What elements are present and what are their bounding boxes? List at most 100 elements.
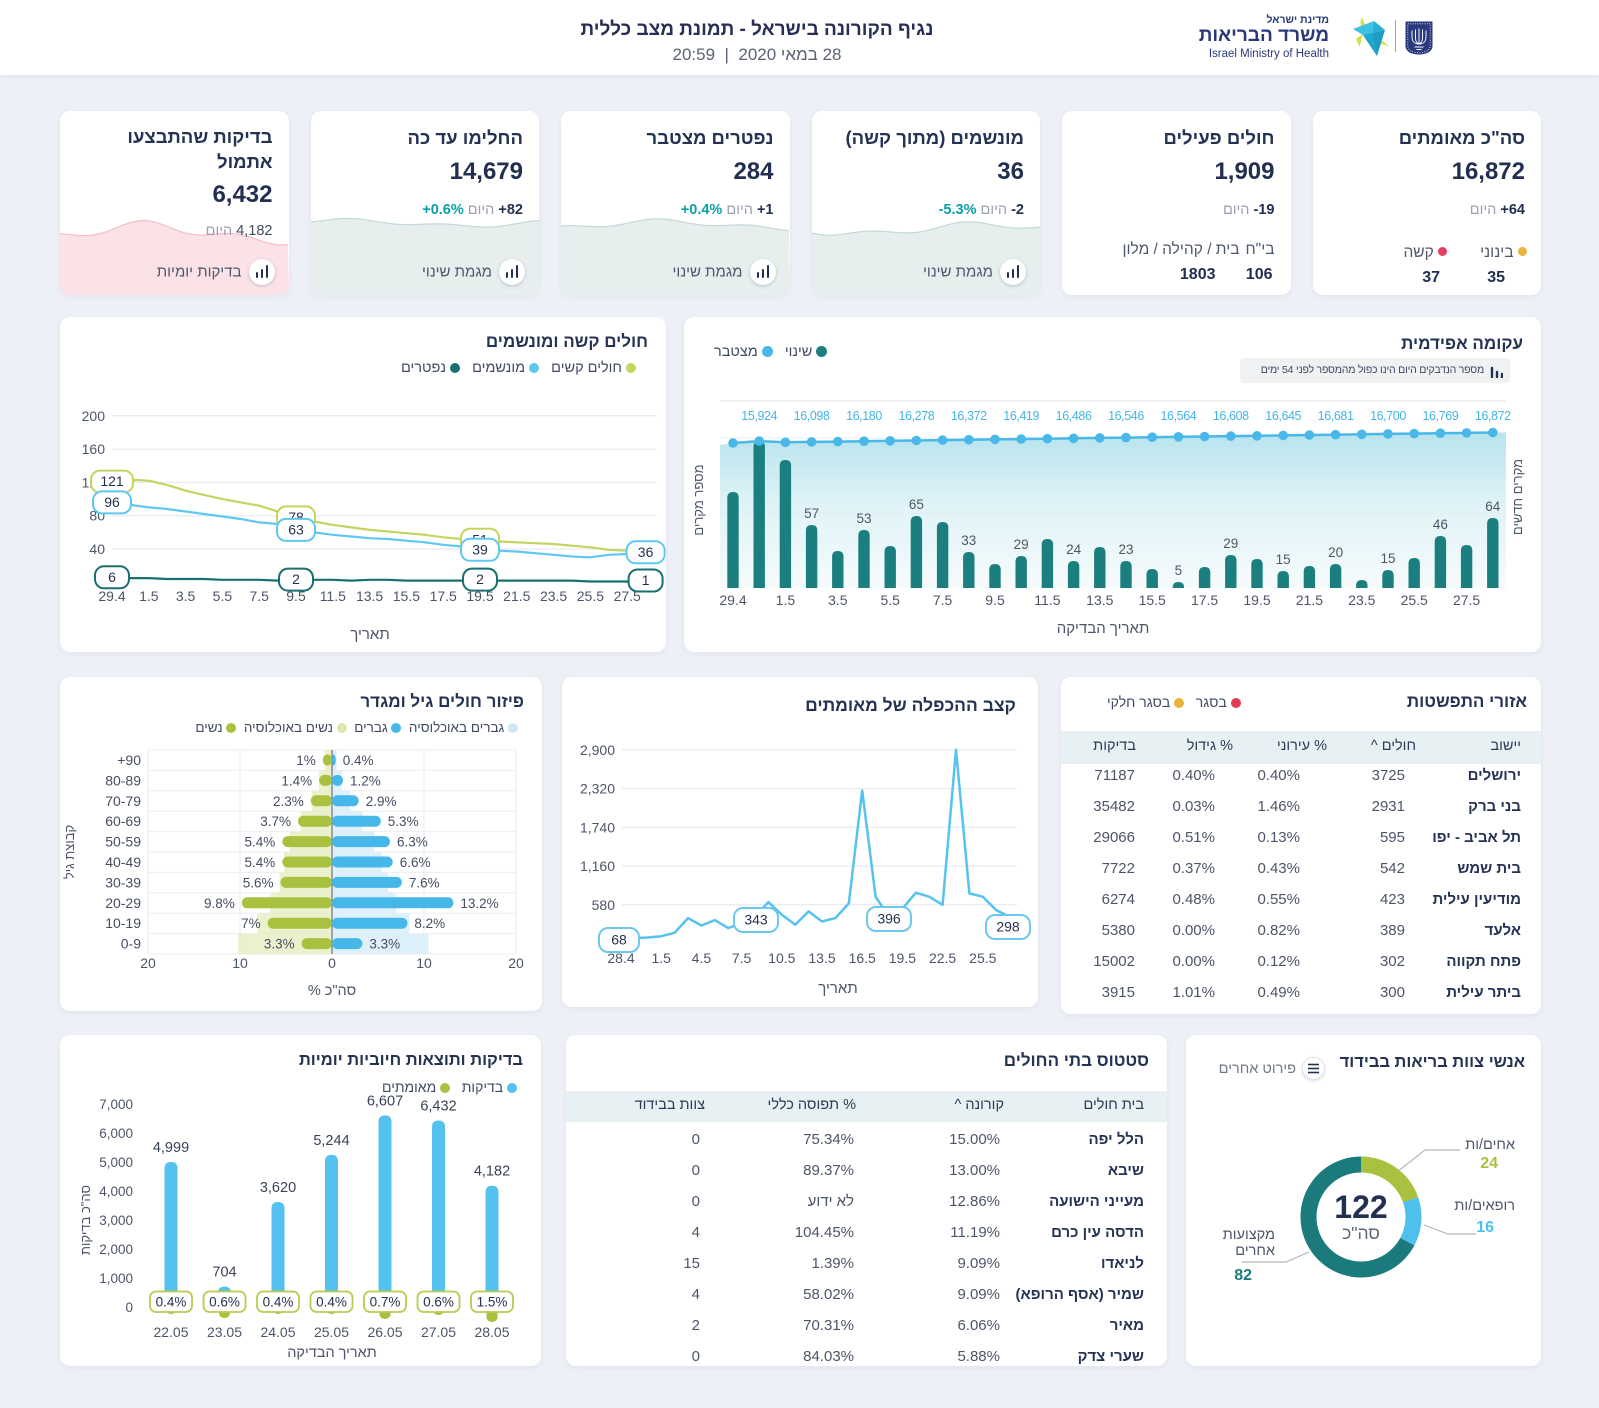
- svg-text:3.3%: 3.3%: [369, 937, 400, 952]
- svg-text:7.6%: 7.6%: [409, 875, 440, 890]
- svg-text:0: 0: [328, 955, 336, 971]
- svg-text:20-29: 20-29: [105, 895, 141, 911]
- svg-text:65: 65: [909, 497, 924, 512]
- svg-text:29: 29: [1223, 536, 1238, 551]
- svg-text:29: 29: [1014, 537, 1029, 552]
- svg-text:1.2%: 1.2%: [350, 773, 381, 788]
- svg-text:10.5: 10.5: [768, 950, 795, 966]
- svg-text:27.5: 27.5: [1453, 592, 1480, 608]
- svg-text:2: 2: [476, 571, 484, 587]
- svg-text:19.5: 19.5: [1243, 592, 1270, 608]
- svg-text:122: 122: [1334, 1189, 1387, 1225]
- svg-text:0.4%: 0.4%: [316, 1295, 347, 1310]
- svg-text:22.05: 22.05: [153, 1324, 188, 1340]
- svg-text:4.5: 4.5: [692, 950, 712, 966]
- svg-text:תאריך הבדיקה: תאריך הבדיקה: [1057, 620, 1150, 637]
- svg-text:16,486: 16,486: [1056, 409, 1092, 423]
- svg-text:15.5: 15.5: [393, 588, 420, 604]
- svg-text:1,160: 1,160: [580, 858, 615, 874]
- svg-text:6,000: 6,000: [99, 1126, 133, 1141]
- svg-text:5,000: 5,000: [99, 1155, 133, 1170]
- svg-text:64: 64: [1485, 499, 1501, 514]
- svg-text:10: 10: [232, 955, 248, 971]
- svg-text:13.2%: 13.2%: [460, 896, 498, 911]
- svg-text:0.7%: 0.7%: [370, 1295, 401, 1310]
- svg-text:28.4: 28.4: [607, 950, 634, 966]
- svg-text:0.4%: 0.4%: [263, 1295, 294, 1310]
- svg-text:25.05: 25.05: [314, 1324, 349, 1340]
- svg-text:30-39: 30-39: [105, 874, 141, 890]
- svg-text:9.5: 9.5: [985, 592, 1005, 608]
- svg-text:96: 96: [104, 494, 120, 510]
- svg-text:13.5: 13.5: [1086, 592, 1113, 608]
- svg-text:2,900: 2,900: [580, 742, 615, 758]
- svg-text:16,872: 16,872: [1475, 409, 1511, 423]
- svg-text:7%: 7%: [241, 916, 261, 931]
- svg-text:3,620: 3,620: [260, 1180, 296, 1196]
- svg-text:סה"כ: סה"כ: [1342, 1223, 1380, 1243]
- svg-text:3,000: 3,000: [99, 1213, 133, 1228]
- svg-text:5.4%: 5.4%: [245, 855, 276, 870]
- svg-text:6.3%: 6.3%: [397, 835, 428, 850]
- svg-text:0: 0: [125, 1300, 133, 1315]
- svg-text:16,180: 16,180: [846, 409, 882, 423]
- svg-text:22.5: 22.5: [929, 950, 956, 966]
- svg-text:0.4%: 0.4%: [156, 1295, 187, 1310]
- svg-text:מקרים חדשים: מקרים חדשים: [1510, 459, 1525, 535]
- svg-text:5,244: 5,244: [313, 1133, 349, 1149]
- svg-text:2,000: 2,000: [99, 1242, 133, 1257]
- svg-text:1.5: 1.5: [139, 588, 159, 604]
- svg-text:29.4: 29.4: [719, 592, 746, 608]
- svg-text:57: 57: [804, 506, 819, 521]
- svg-text:21.5: 21.5: [503, 588, 530, 604]
- svg-text:5.5: 5.5: [213, 588, 233, 604]
- svg-text:1.5: 1.5: [651, 950, 671, 966]
- svg-text:3.7%: 3.7%: [260, 814, 291, 829]
- svg-text:0.4%: 0.4%: [343, 753, 374, 768]
- svg-text:16,372: 16,372: [951, 409, 987, 423]
- svg-text:16,681: 16,681: [1318, 409, 1354, 423]
- svg-text:16,700: 16,700: [1370, 409, 1406, 423]
- svg-text:1,740: 1,740: [580, 819, 615, 835]
- svg-text:23.05: 23.05: [207, 1324, 242, 1340]
- svg-text:2: 2: [292, 571, 300, 587]
- svg-text:121: 121: [100, 473, 124, 489]
- svg-text:27.5: 27.5: [614, 588, 641, 604]
- svg-text:16,098: 16,098: [794, 409, 830, 423]
- svg-text:4,000: 4,000: [99, 1184, 133, 1199]
- svg-text:70-79: 70-79: [105, 793, 141, 809]
- svg-text:298: 298: [996, 919, 1020, 935]
- svg-text:1.5: 1.5: [776, 592, 796, 608]
- svg-text:16,645: 16,645: [1265, 409, 1301, 423]
- svg-text:7.5: 7.5: [933, 592, 953, 608]
- svg-text:160: 160: [82, 441, 106, 457]
- svg-text:24: 24: [1066, 542, 1082, 557]
- svg-text:16,546: 16,546: [1108, 409, 1144, 423]
- svg-text:200: 200: [82, 408, 106, 424]
- svg-text:5.5: 5.5: [880, 592, 900, 608]
- svg-text:4,999: 4,999: [153, 1140, 189, 1156]
- svg-text:מספר מקרים: מספר מקרים: [691, 464, 706, 535]
- svg-text:16,278: 16,278: [898, 409, 934, 423]
- svg-text:תאריך הבדיקה: תאריך הבדיקה: [287, 1345, 377, 1361]
- svg-text:19.5: 19.5: [466, 588, 493, 604]
- svg-text:23.5: 23.5: [540, 588, 567, 604]
- svg-text:80-89: 80-89: [105, 772, 141, 788]
- svg-text:1: 1: [642, 572, 650, 588]
- svg-text:2.9%: 2.9%: [366, 794, 397, 809]
- svg-text:16,608: 16,608: [1213, 409, 1249, 423]
- svg-text:7.5: 7.5: [249, 588, 269, 604]
- svg-text:8.2%: 8.2%: [414, 916, 445, 931]
- svg-text:0-9: 0-9: [121, 936, 141, 952]
- svg-text:תאריך: תאריך: [350, 626, 389, 643]
- svg-text:10: 10: [416, 955, 432, 971]
- svg-text:0.6%: 0.6%: [423, 1295, 454, 1310]
- svg-text:26.05: 26.05: [367, 1324, 402, 1340]
- svg-text:19.5: 19.5: [889, 950, 916, 966]
- svg-text:63: 63: [288, 521, 304, 537]
- svg-text:53: 53: [856, 511, 871, 526]
- svg-text:39: 39: [472, 541, 488, 557]
- svg-text:סה"כ בדיקות: סה"כ בדיקות: [78, 1185, 93, 1255]
- svg-text:23.5: 23.5: [1348, 592, 1375, 608]
- svg-text:6,607: 6,607: [367, 1093, 403, 1109]
